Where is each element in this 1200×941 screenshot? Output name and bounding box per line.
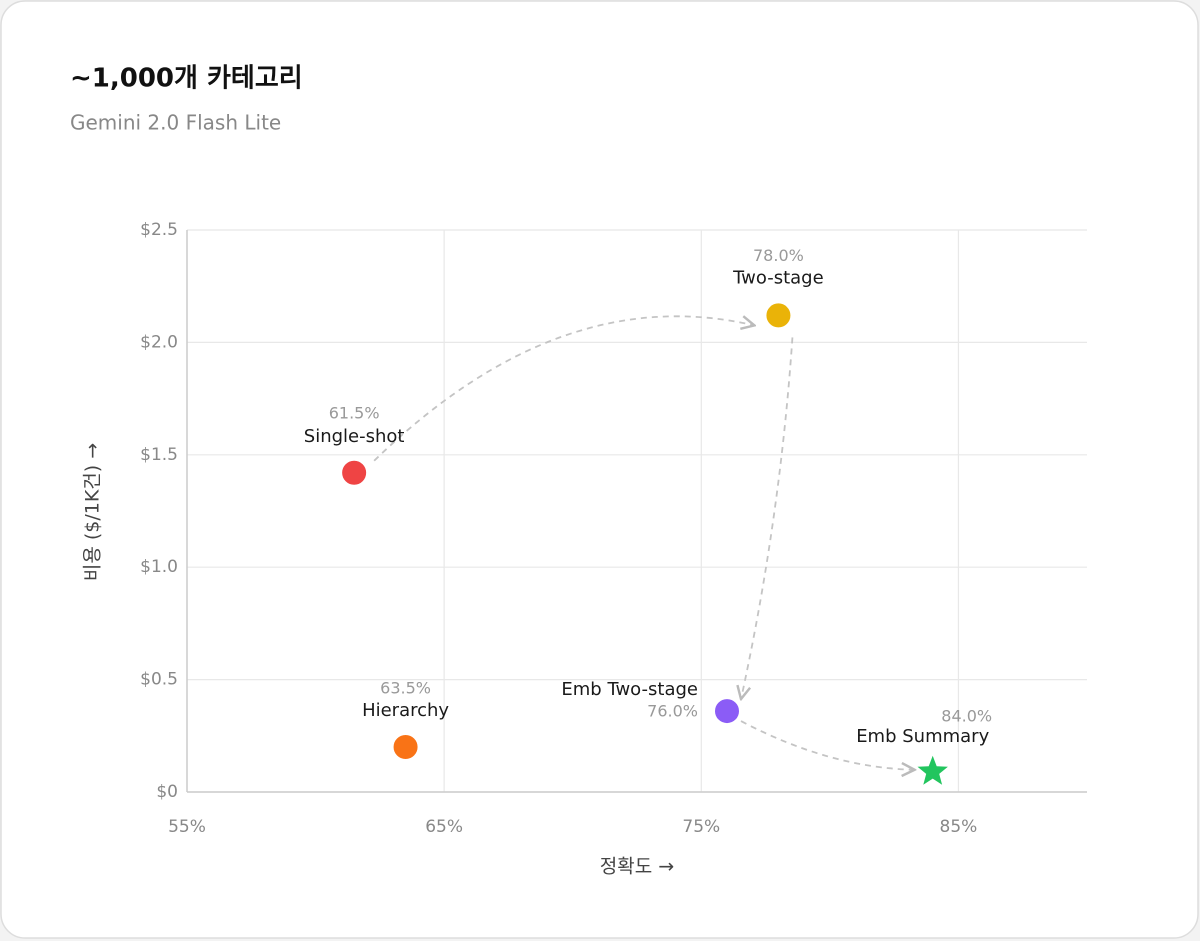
value-label: 76.0% bbox=[647, 702, 698, 721]
point bbox=[917, 755, 948, 785]
point-label: Emb Summary bbox=[856, 726, 989, 747]
x-axis-title: 정확도 → bbox=[600, 856, 674, 878]
point bbox=[341, 459, 368, 486]
y-tick-label: $2.0 bbox=[140, 332, 178, 352]
flow-arrow bbox=[740, 720, 915, 770]
value-label: 84.0% bbox=[941, 706, 992, 725]
x-tick-label: 75% bbox=[682, 817, 720, 837]
y-tick-label: $0.5 bbox=[140, 670, 178, 690]
point-label: Hierarchy bbox=[362, 700, 449, 721]
chart-subtitle: Gemini 2.0 Flash Lite bbox=[70, 111, 281, 135]
y-tick-label: $1.5 bbox=[140, 445, 178, 465]
y-tick-label: $2.5 bbox=[140, 220, 178, 240]
point-label: Emb Two-stage bbox=[561, 679, 698, 700]
value-label: 61.5% bbox=[329, 403, 380, 422]
x-tick-label: 55% bbox=[168, 817, 206, 837]
value-label: 78.0% bbox=[753, 246, 804, 265]
x-tick-label: 65% bbox=[425, 817, 463, 837]
y-tick-label: $1.0 bbox=[140, 557, 178, 577]
value-label: 63.5% bbox=[380, 679, 431, 698]
flow-arrow bbox=[373, 316, 754, 462]
y-tick-label: $0 bbox=[156, 782, 178, 802]
x-tick-label: 85% bbox=[940, 817, 978, 837]
chart-title: ~1,000개 카테고리 bbox=[70, 64, 303, 94]
point-label: Single-shot bbox=[304, 426, 405, 447]
point bbox=[714, 698, 740, 725]
point-label: Two-stage bbox=[732, 267, 824, 288]
flow-arrow bbox=[741, 337, 794, 699]
point bbox=[392, 734, 419, 761]
point bbox=[765, 302, 792, 329]
y-axis-title: 비용 ($/1K건) → bbox=[82, 443, 104, 581]
